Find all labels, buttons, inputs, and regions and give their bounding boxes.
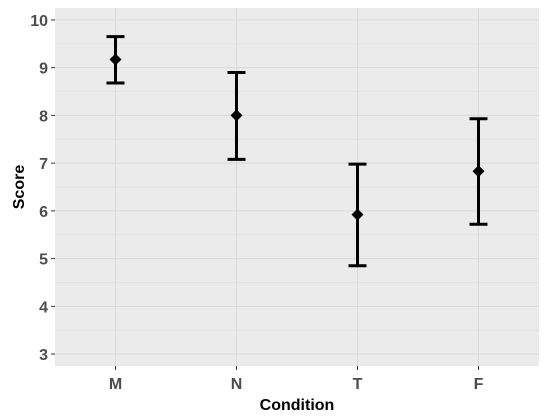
y-tick-label: 7 <box>39 156 48 173</box>
y-tick-label: 4 <box>39 299 48 316</box>
data-point <box>351 208 364 221</box>
x-axis-title: Condition <box>260 397 335 414</box>
grid-lines <box>55 8 539 366</box>
data-point <box>109 53 122 66</box>
data-point <box>472 165 485 178</box>
y-axis-title: Score <box>11 165 28 210</box>
data-marks <box>106 35 488 268</box>
data-point <box>230 109 243 122</box>
y-tick-label: 5 <box>39 252 48 269</box>
x-tick-label: T <box>353 376 363 393</box>
x-tick-label: F <box>474 376 484 393</box>
y-tick-label: 6 <box>39 204 48 221</box>
x-tick-label: N <box>231 376 243 393</box>
x-tick-label: M <box>109 376 122 393</box>
y-tick-label: 8 <box>39 108 48 125</box>
y-tick-label: 9 <box>39 61 48 78</box>
y-tick-label: 3 <box>39 347 48 364</box>
y-axis: 3 4 5 6 7 8 9 10 <box>30 13 55 364</box>
y-tick-label: 10 <box>30 13 48 30</box>
